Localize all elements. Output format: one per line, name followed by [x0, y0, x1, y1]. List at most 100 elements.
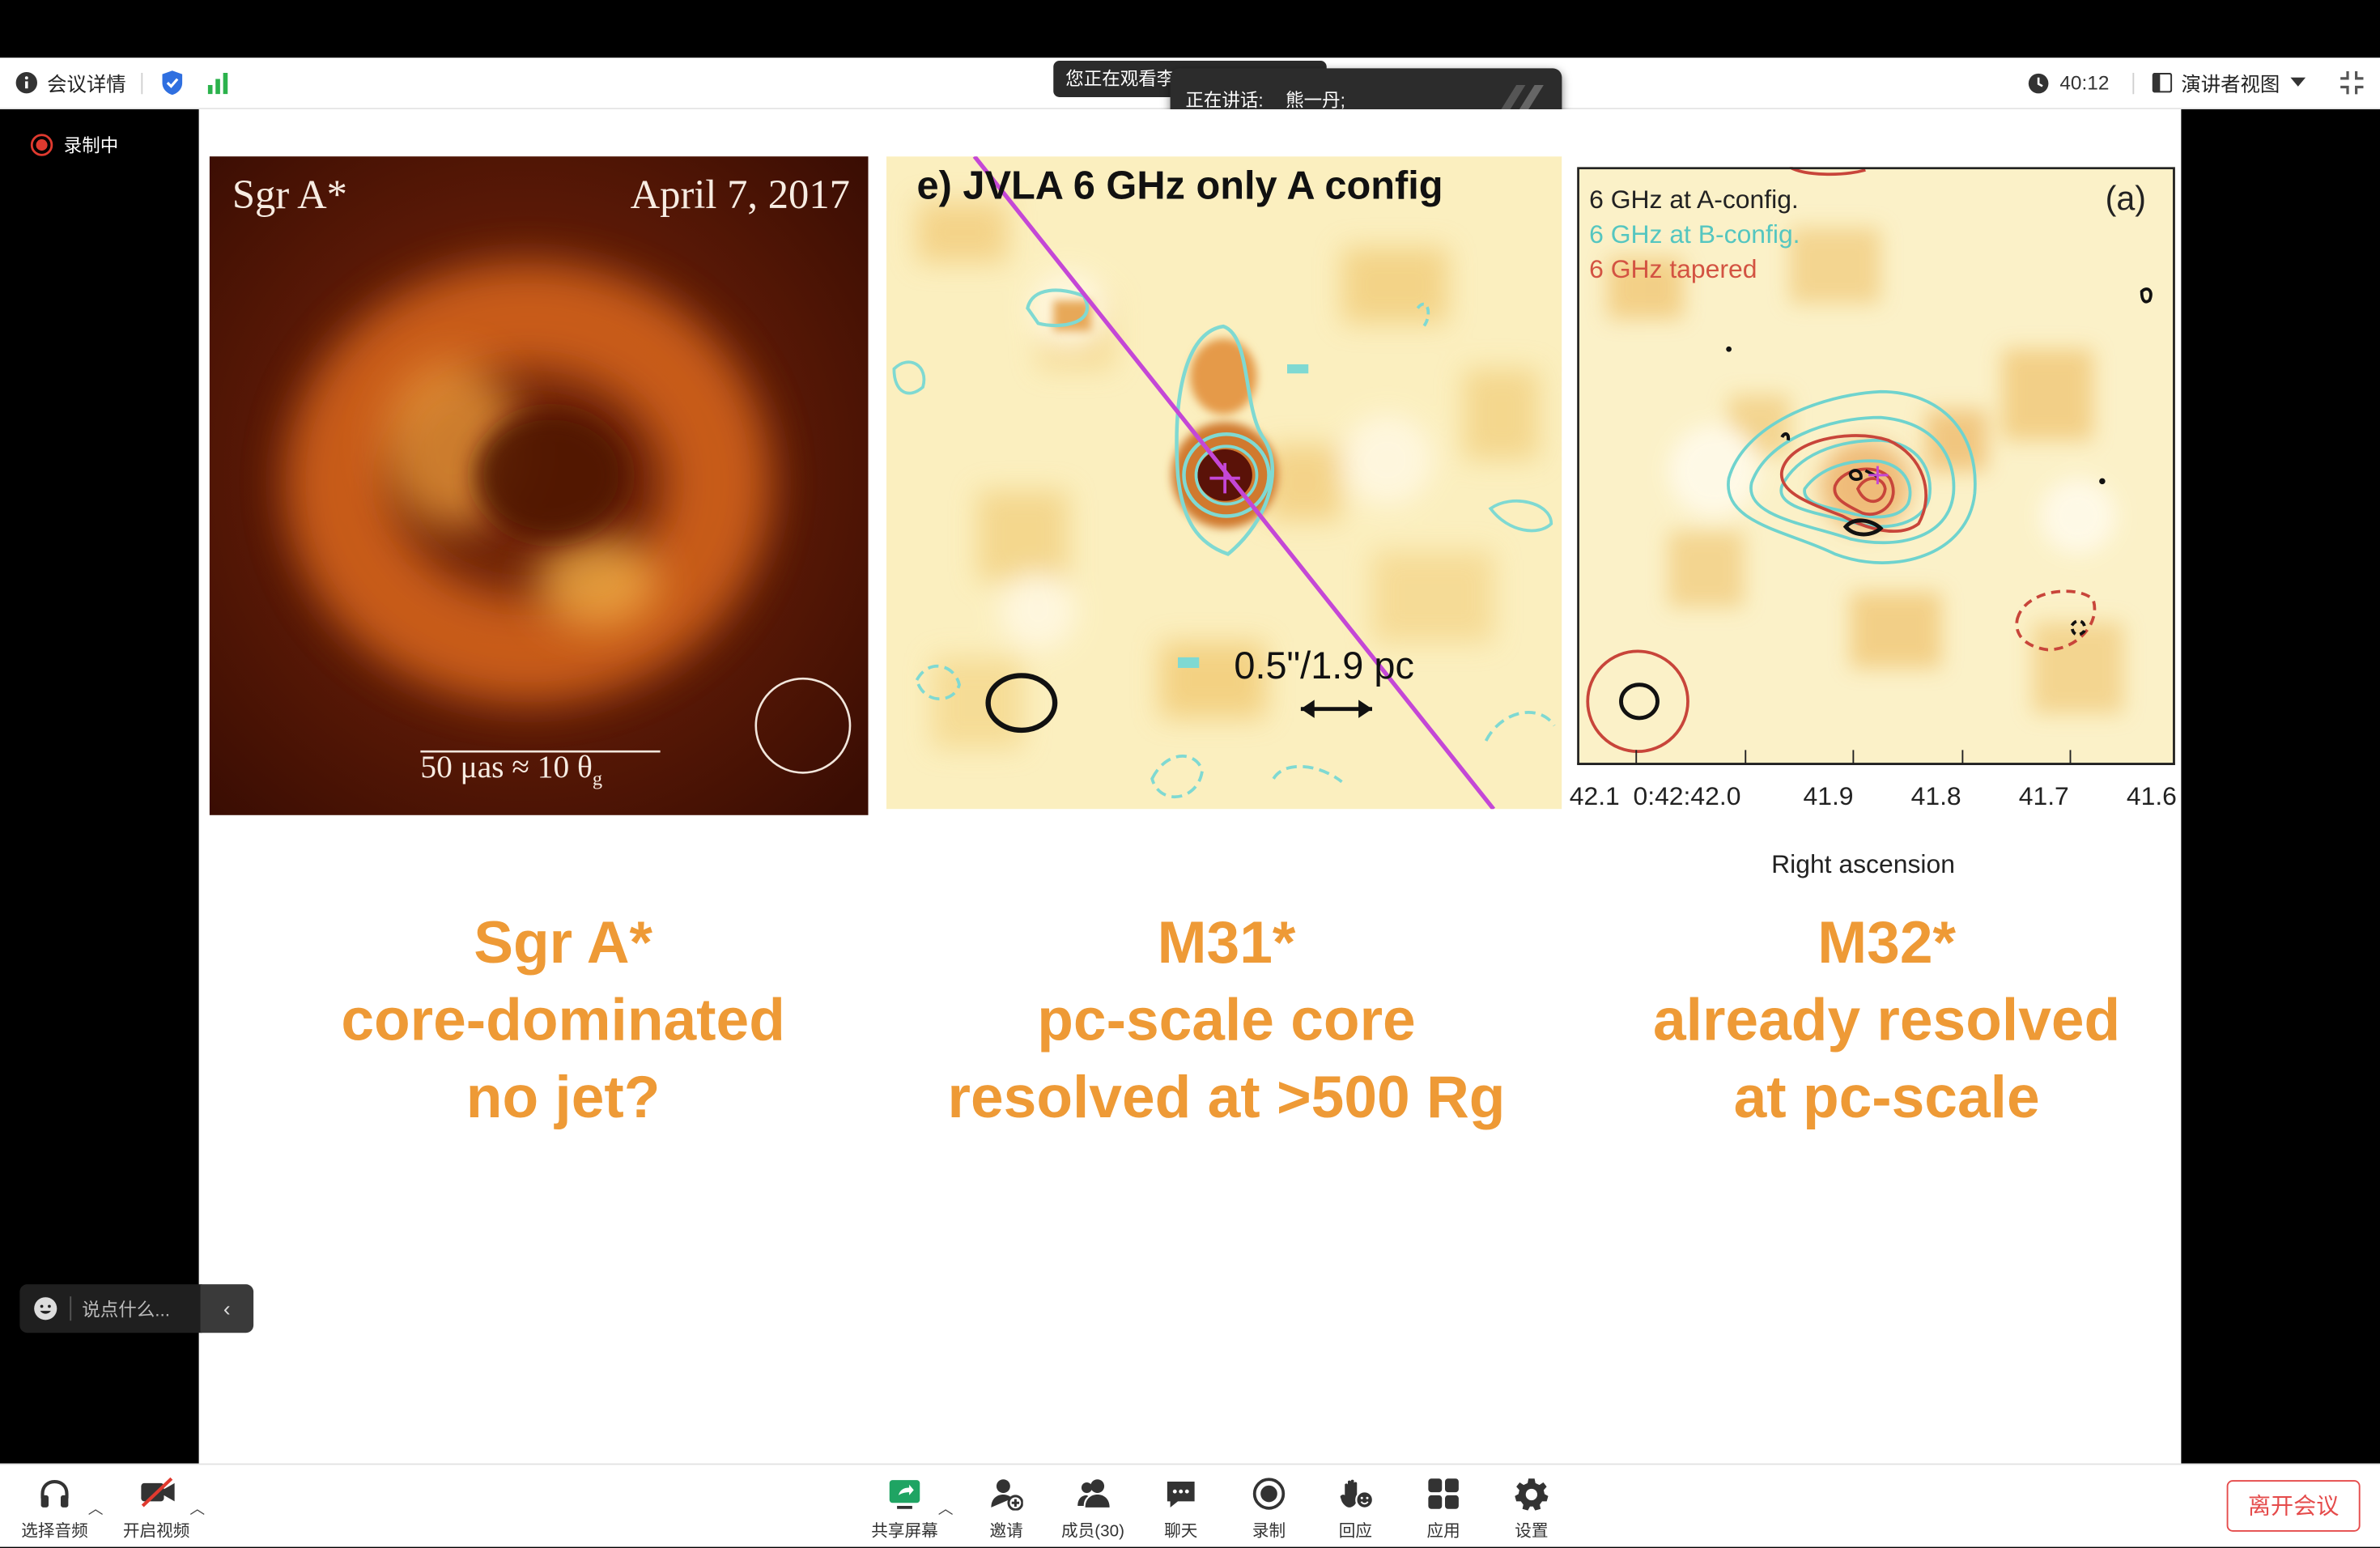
m31-caption: M31* pc-scale core resolved at >500 Rg	[885, 905, 1568, 1138]
divider	[70, 1296, 72, 1321]
chat-quick-input[interactable]: 说点什么...	[19, 1284, 202, 1333]
x-tick-label: 41.7	[2018, 781, 2069, 811]
m32-caption: M32* already resolved at pc-scale	[1583, 905, 2182, 1138]
leave-meeting-button[interactable]: 离开会议	[2226, 1480, 2361, 1532]
recording-dot-icon	[30, 134, 53, 156]
add-person-icon	[991, 1479, 1023, 1511]
caption-line: M32*	[1817, 911, 1956, 976]
layout-icon	[2152, 73, 2173, 93]
record-icon	[1252, 1478, 1286, 1510]
start-video-button[interactable]: 开启视频	[111, 1465, 202, 1546]
caption-line: pc-scale core	[1037, 988, 1416, 1054]
meeting-toolbar: 选择音频 ︿ 开启视频 ︿ 共享屏幕 ︿	[0, 1463, 2380, 1547]
share-screen-icon	[889, 1480, 920, 1509]
speaker-audio-icon	[1501, 85, 1544, 109]
select-audio-label: 选择音频	[21, 1522, 88, 1542]
shared-slide: Sgr A* April 7, 2017 50 μas ≈ 10 θg	[198, 109, 2182, 1464]
share-options-caret[interactable]: ︿	[938, 1495, 954, 1518]
video-options-caret[interactable]: ︿	[189, 1495, 205, 1518]
m32-x-axis-label: Right ascension	[1771, 850, 1955, 879]
gear-icon	[1515, 1478, 1549, 1511]
recording-indicator: 录制中	[30, 132, 119, 158]
chat-button[interactable]: 聊天	[1136, 1465, 1227, 1546]
collapse-chat-button[interactable]: ‹	[200, 1284, 254, 1333]
caption-line: no jet?	[465, 1065, 661, 1131]
chat-bubble-icon	[1167, 1482, 1195, 1508]
invite-button[interactable]: 邀请	[961, 1465, 1052, 1546]
left-side-panel: 录制中	[0, 109, 199, 1464]
info-icon	[15, 72, 37, 94]
emoji-icon[interactable]	[33, 1296, 57, 1320]
network-signal-button[interactable]	[206, 57, 229, 108]
chevron-left-icon: ‹	[223, 1296, 231, 1321]
reactions-label: 回应	[1338, 1522, 1372, 1542]
view-mode-dropdown[interactable]: 演讲者视图	[2152, 57, 2306, 108]
x-tick-label: 41.6	[2126, 781, 2177, 811]
timer-text: 40:12	[2059, 71, 2110, 95]
settings-button[interactable]: 设置	[1486, 1465, 1578, 1546]
meeting-info-button[interactable]: 会议详情	[15, 57, 126, 108]
view-mode-label: 演讲者视图	[2181, 73, 2280, 96]
sgr-a-scale-bar-label: 50 μas ≈ 10 θg	[420, 748, 603, 790]
meeting-info-label: 会议详情	[47, 73, 126, 96]
m32-x-axis-ticks	[1577, 750, 2175, 765]
sgr-a-title: Sgr A*	[232, 171, 347, 218]
m32-x-tick-labels: 42.1 0:42:42.0 41.9 41.8 41.7 41.6	[1570, 782, 2177, 819]
record-label: 录制	[1252, 1522, 1286, 1542]
select-audio-button[interactable]: 选择音频	[9, 1465, 100, 1546]
share-screen-label: 共享屏幕	[871, 1522, 938, 1542]
chat-label: 聊天	[1164, 1522, 1198, 1542]
video-off-icon	[141, 1477, 175, 1508]
right-side-panel	[2181, 109, 2380, 1464]
x-tick-label: 42.1	[1569, 781, 1620, 811]
caption-line: M31*	[1157, 911, 1296, 976]
m31-radio-map	[886, 156, 1562, 810]
m32-radio-map-panel: 6 GHz at A-config. 6 GHz at B-config. 6 …	[1570, 167, 2177, 880]
audio-options-caret[interactable]: ︿	[88, 1495, 104, 1518]
exit-fullscreen-button[interactable]	[2339, 57, 2365, 108]
divider	[2132, 73, 2135, 95]
settings-label: 设置	[1515, 1522, 1549, 1542]
start-video-label: 开启视频	[122, 1522, 190, 1542]
x-tick-label: 0:42:42.0	[1633, 781, 1741, 811]
signal-bars-icon	[207, 72, 228, 94]
chat-placeholder: 说点什么...	[82, 1299, 171, 1321]
x-tick-label: 41.8	[1910, 781, 1961, 811]
m32-legend: 6 GHz at A-config. 6 GHz at B-config. 6 …	[1589, 182, 1800, 287]
reactions-button[interactable]: 回应	[1310, 1465, 1401, 1546]
sgr-a-caption: Sgr A* core-dominated no jet?	[260, 905, 867, 1138]
record-button[interactable]: 录制	[1223, 1465, 1315, 1546]
sgr-a-image-panel: Sgr A* April 7, 2017 50 μas ≈ 10 θg	[209, 156, 869, 815]
legend-tapered: 6 GHz tapered	[1589, 255, 1757, 284]
legend-a-config: 6 GHz at A-config.	[1589, 185, 1799, 215]
caption-line: resolved at >500 Rg	[947, 1065, 1506, 1131]
recording-label: 录制中	[63, 134, 119, 157]
caption-line: core-dominated	[341, 988, 785, 1054]
m32-radio-map	[1577, 167, 2175, 765]
chevron-up-icon: ︿	[87, 1501, 104, 1518]
caret-down-icon	[2290, 77, 2306, 87]
caption-line: already resolved	[1652, 988, 2121, 1054]
headphones-icon	[40, 1479, 69, 1508]
m31-radio-map-panel: e) JVLA 6 GHz only A config 0.5"/1.9 pc	[886, 156, 1562, 810]
shield-icon	[162, 70, 183, 96]
sgr-a-date: April 7, 2017	[630, 171, 850, 218]
clock-icon	[2028, 72, 2049, 93]
apps-label: 应用	[1426, 1522, 1460, 1542]
apps-grid-icon	[1428, 1478, 1459, 1509]
sgr-a-ring-image	[209, 156, 869, 815]
security-shield-button[interactable]	[161, 57, 184, 108]
divider	[141, 73, 143, 95]
chevron-up-icon: ︿	[937, 1501, 954, 1518]
share-screen-button[interactable]: 共享屏幕	[859, 1465, 950, 1546]
invite-label: 邀请	[989, 1522, 1023, 1542]
m31-scale-label: 0.5"/1.9 pc	[1234, 644, 1414, 688]
legend-b-config: 6 GHz at B-config.	[1589, 219, 1800, 249]
apps-button[interactable]: 应用	[1398, 1465, 1490, 1546]
speaking-label: 正在讲话:	[1185, 89, 1264, 111]
caption-line: at pc-scale	[1733, 1065, 2040, 1131]
participants-button[interactable]: 成员(30)	[1048, 1465, 1139, 1546]
x-tick-label: 41.9	[1803, 781, 1854, 811]
caption-line: Sgr A*	[474, 911, 653, 976]
participants-label: 成员(30)	[1061, 1522, 1124, 1542]
